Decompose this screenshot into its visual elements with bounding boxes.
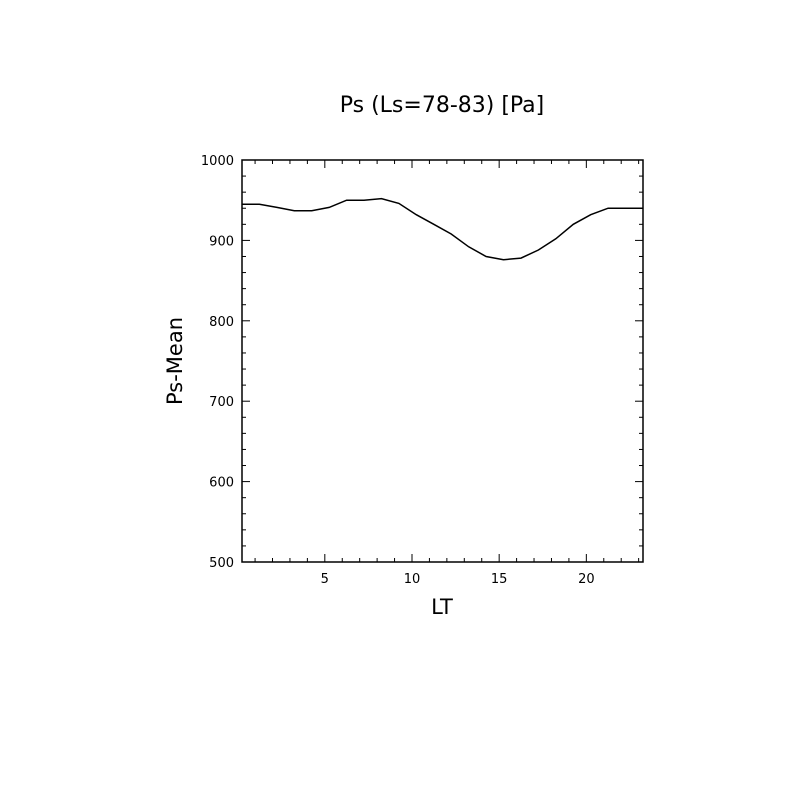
y-tick-label: 800 [209,315,234,330]
ticks-group: 500 600 700 800 900 1000 5 10 15 20 [201,154,643,587]
y-tick-label: 700 [209,395,234,410]
series-line [242,197,643,261]
y-tick-label: 600 [209,476,234,491]
x-tick-label: 20 [578,572,595,587]
x-tick-label: 5 [321,572,329,587]
y-tick-label: 900 [209,234,234,249]
y-axis-label: Ps-Mean [163,317,187,405]
y-tick-label: 1000 [201,154,234,169]
y-tick-label: 500 [209,556,234,571]
x-axis-label: LT [431,595,453,619]
x-tick-label: 10 [404,572,421,587]
plot-frame [241,159,644,563]
x-tick-label: 15 [491,572,508,587]
chart-title: Ps (Ls=78-83) [Pa] [340,93,545,118]
